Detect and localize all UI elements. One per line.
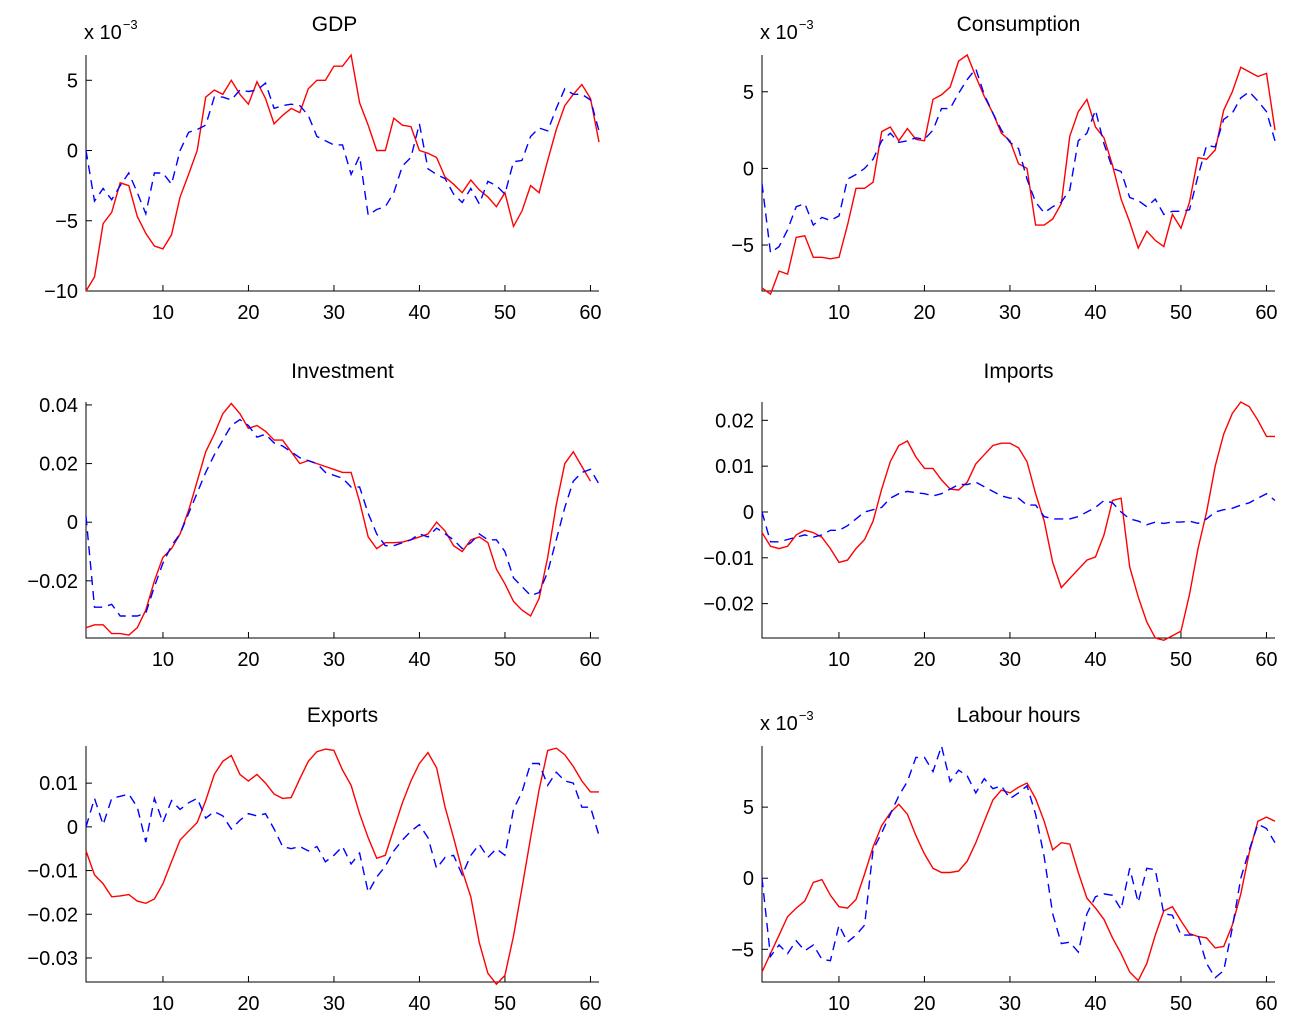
- investment-ytick-label: 0.04: [39, 395, 78, 417]
- gdp-axes: [85, 55, 599, 292]
- gdp-ytick-label: −10: [44, 281, 78, 303]
- gdp-xtick-label: 60: [579, 302, 601, 324]
- gdp-xtick-label: 40: [408, 302, 430, 324]
- exports-xtick-label: 50: [494, 993, 516, 1015]
- imports-ytick-label: 0.01: [715, 456, 754, 478]
- imports-axes: [761, 402, 1275, 639]
- consumption-ytick-label: 5: [743, 82, 754, 104]
- gdp-series-red-line: [85, 53, 600, 292]
- investment-ytick-label: 0.02: [39, 454, 78, 476]
- exports-subplot: Exports 10 20 30 40 50 60 −0.03 −0.02 −0.01 0 0.01: [27, 704, 601, 1015]
- exports-ytick-label: 0.01: [39, 773, 78, 795]
- labour-hours-xtick-label: 60: [1255, 993, 1277, 1015]
- gdp-xtick-label: 10: [152, 302, 174, 324]
- consumption-xtick-label: 10: [828, 302, 850, 324]
- exports-ytick-label: 0: [67, 817, 78, 839]
- investment-series-blue-line: [85, 418, 600, 617]
- exports-ytick-label: −0.03: [27, 948, 78, 970]
- consumption-xtick-label: 20: [913, 302, 935, 324]
- exports-axes: [85, 746, 599, 983]
- imports-xtick-label: 20: [913, 649, 935, 671]
- investment-xtick-label: 60: [579, 649, 601, 671]
- consumption-xtick-label: 60: [1255, 302, 1277, 324]
- labour-hours-xtick-label: 50: [1170, 993, 1192, 1015]
- consumption-exponent-power: −3: [799, 17, 814, 32]
- labour-hours-xtick-label: 30: [999, 993, 1021, 1015]
- investment-ytick-label: 0: [67, 512, 78, 534]
- imports-ytick-label: 0.02: [715, 410, 754, 432]
- labour-hours-series-red-line: [761, 782, 1276, 982]
- labour-hours-series-blue-line: [761, 743, 1276, 979]
- consumption-xtick-label: 30: [999, 302, 1021, 324]
- imports-title: Imports: [983, 360, 1053, 383]
- imports-ytick-label: 0: [743, 502, 754, 524]
- investment-xtick-label: 50: [494, 649, 516, 671]
- consumption-ytick-label: 0: [743, 158, 754, 180]
- consumption-series-red-line: [761, 53, 1276, 296]
- consumption-title: Consumption: [957, 13, 1081, 36]
- exports-series-red-line: [85, 747, 599, 986]
- labour-hours-ytick-label: 5: [743, 797, 754, 819]
- investment-subplot: Investment 10 20 30 40 50 60 −0.02 0 0.02 0.04: [27, 360, 601, 671]
- labour-hours-xtick-label: 40: [1084, 993, 1106, 1015]
- imports-xtick-label: 60: [1255, 649, 1277, 671]
- exports-xtick-label: 20: [237, 993, 259, 1015]
- consumption-axes: [761, 55, 1275, 292]
- imports-xtick-label: 40: [1084, 649, 1106, 671]
- consumption-xtick-label: 40: [1084, 302, 1106, 324]
- gdp-ytick-label: 5: [67, 70, 78, 92]
- labour-hours-axes: [761, 746, 1275, 983]
- exports-ytick-label: −0.01: [27, 861, 78, 883]
- investment-xtick-label: 20: [237, 649, 259, 671]
- labour-hours-subplot: Labour hours x 10 −3 10 20 30 40 50 60 −5 0 5: [731, 704, 1277, 1015]
- gdp-series-blue-line: [85, 81, 600, 217]
- gdp-subplot: GDP x 10 −3 10 20 30 40 50 60 −10 −5 0 5: [44, 13, 602, 324]
- gdp-ytick-label: 0: [67, 141, 78, 163]
- gdp-ytick-label: −5: [55, 211, 78, 233]
- labour-hours-exponent-power: −3: [799, 708, 814, 723]
- consumption-xtick-label: 50: [1170, 302, 1192, 324]
- labour-hours-ytick-label: 0: [743, 868, 754, 890]
- labour-hours-xtick-label: 20: [913, 993, 935, 1015]
- gdp-exponent-label: x 10: [84, 22, 122, 44]
- gdp-xtick-label: 50: [494, 302, 516, 324]
- gdp-title: GDP: [312, 13, 358, 36]
- investment-ytick-label: −0.02: [27, 571, 78, 593]
- imports-series-blue-line: [761, 481, 1276, 543]
- consumption-subplot: Consumption x 10 −3 10 20 30 40 50 60 −5 0 5: [731, 13, 1277, 324]
- consumption-exponent-label: x 10: [760, 22, 798, 44]
- gdp-xtick-label: 20: [237, 302, 259, 324]
- exports-xtick-label: 40: [408, 993, 430, 1015]
- investment-title: Investment: [291, 360, 394, 383]
- exports-xtick-label: 30: [323, 993, 345, 1015]
- imports-series-red-line: [761, 401, 1275, 642]
- imports-ytick-label: −0.02: [703, 594, 754, 616]
- investment-xtick-label: 10: [152, 649, 174, 671]
- consumption-ytick-label: −5: [731, 235, 754, 257]
- exports-xtick-label: 60: [579, 993, 601, 1015]
- labour-hours-exponent-label: x 10: [760, 713, 798, 735]
- exports-ytick-label: −0.02: [27, 904, 78, 926]
- labour-hours-ytick-label: −5: [731, 939, 754, 961]
- investment-series-red-line: [85, 402, 592, 636]
- labour-hours-title: Labour hours: [957, 704, 1081, 727]
- investment-xtick-label: 40: [408, 649, 430, 671]
- consumption-series-blue-line: [761, 67, 1276, 254]
- imports-subplot: Imports 10 20 30 40 50 60 −0.02 −0.01 0 0.01 0.02: [703, 360, 1277, 671]
- investment-axes: [85, 402, 599, 639]
- investment-xtick-label: 30: [323, 649, 345, 671]
- exports-series-blue-line: [85, 762, 600, 895]
- imports-xtick-label: 50: [1170, 649, 1192, 671]
- imports-xtick-label: 10: [828, 649, 850, 671]
- gdp-xtick-label: 30: [323, 302, 345, 324]
- labour-hours-xtick-label: 10: [828, 993, 850, 1015]
- gdp-exponent-power: −3: [123, 17, 138, 32]
- imports-xtick-label: 30: [999, 649, 1021, 671]
- imports-ytick-label: −0.01: [703, 548, 754, 570]
- exports-xtick-label: 10: [152, 993, 174, 1015]
- exports-title: Exports: [307, 704, 378, 727]
